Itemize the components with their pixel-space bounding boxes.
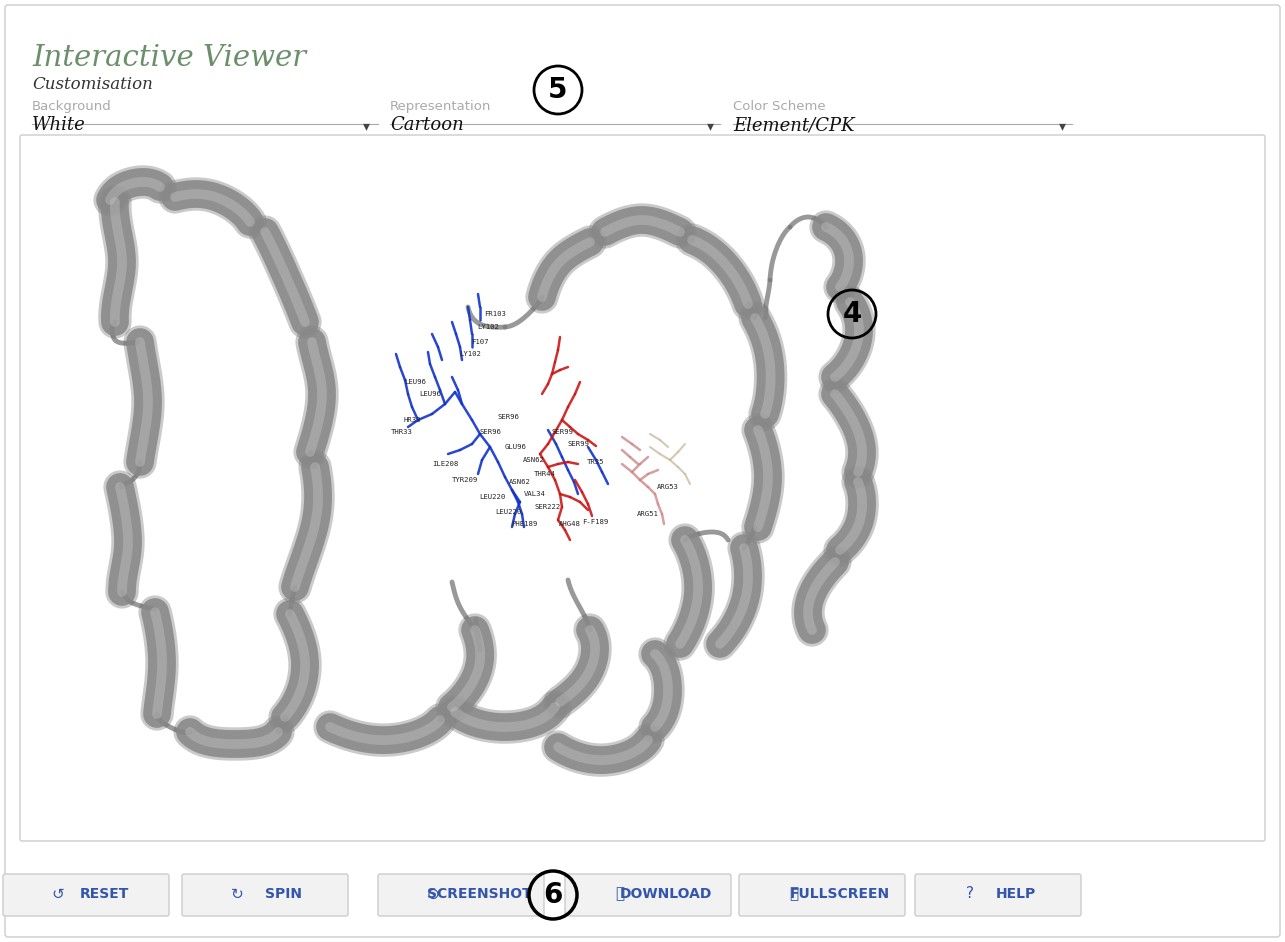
Text: SCREENSHOT: SCREENSHOT xyxy=(427,887,532,901)
Text: Cartoon: Cartoon xyxy=(391,116,464,134)
Text: ▾: ▾ xyxy=(707,119,713,133)
FancyBboxPatch shape xyxy=(739,874,905,916)
Text: FULLSCREEN: FULLSCREEN xyxy=(790,887,891,901)
Text: SER99: SER99 xyxy=(551,429,573,435)
Text: DOWNLOAD: DOWNLOAD xyxy=(619,887,712,901)
Text: SER99: SER99 xyxy=(567,441,589,447)
Text: RESET: RESET xyxy=(80,887,128,901)
FancyBboxPatch shape xyxy=(182,874,348,916)
Text: Interactive Viewer: Interactive Viewer xyxy=(32,44,306,72)
Text: LY102: LY102 xyxy=(477,324,499,330)
Text: PHE189: PHE189 xyxy=(511,521,537,527)
Text: ASN62: ASN62 xyxy=(523,457,545,463)
Text: F107: F107 xyxy=(472,339,488,345)
Text: Customisation: Customisation xyxy=(32,76,153,93)
Text: HELP: HELP xyxy=(996,887,1036,901)
FancyBboxPatch shape xyxy=(378,874,544,916)
Text: TYR209: TYR209 xyxy=(452,477,478,483)
Text: Color Scheme: Color Scheme xyxy=(732,100,826,113)
Text: ⤓: ⤓ xyxy=(616,886,625,901)
FancyBboxPatch shape xyxy=(5,5,1280,937)
Text: SPIN: SPIN xyxy=(265,887,302,901)
Text: VAL34: VAL34 xyxy=(524,491,546,497)
Text: ARG51: ARG51 xyxy=(637,511,659,517)
Text: FR103: FR103 xyxy=(484,311,506,317)
FancyBboxPatch shape xyxy=(3,874,170,916)
Text: ?: ? xyxy=(966,886,974,901)
Text: LEU220: LEU220 xyxy=(495,509,522,515)
Text: LEU96: LEU96 xyxy=(403,379,425,385)
Text: Representation: Representation xyxy=(391,100,491,113)
Text: THR33: THR33 xyxy=(391,429,412,435)
Text: 4: 4 xyxy=(842,300,862,328)
Text: 5: 5 xyxy=(549,76,568,104)
Text: ASN62: ASN62 xyxy=(509,479,531,485)
Text: ILE208: ILE208 xyxy=(432,461,459,467)
Text: ▾: ▾ xyxy=(1059,119,1065,133)
Text: ARG53: ARG53 xyxy=(657,484,678,490)
Text: ⊙: ⊙ xyxy=(427,886,439,901)
FancyBboxPatch shape xyxy=(915,874,1081,916)
Text: SER96: SER96 xyxy=(479,429,501,435)
Text: LY102: LY102 xyxy=(459,351,481,357)
Text: AHG48: AHG48 xyxy=(559,521,581,527)
Text: Background: Background xyxy=(32,100,112,113)
Text: ⛶: ⛶ xyxy=(789,886,798,901)
Text: 6: 6 xyxy=(544,881,563,909)
Text: Element/CPK: Element/CPK xyxy=(732,116,855,134)
Text: LEU220: LEU220 xyxy=(479,494,505,500)
Text: F-F189: F-F189 xyxy=(582,519,608,525)
FancyBboxPatch shape xyxy=(21,135,1264,841)
Text: SER222: SER222 xyxy=(535,504,562,510)
Text: LEU96: LEU96 xyxy=(419,391,441,397)
FancyBboxPatch shape xyxy=(565,874,731,916)
Text: GLU96: GLU96 xyxy=(505,444,527,450)
Text: TR35: TR35 xyxy=(587,459,605,465)
Text: THR44: THR44 xyxy=(535,471,556,477)
Text: ↻: ↻ xyxy=(230,886,243,901)
Text: ▾: ▾ xyxy=(362,119,370,133)
Text: SER96: SER96 xyxy=(497,414,519,420)
Text: White: White xyxy=(32,116,86,134)
Text: HR33: HR33 xyxy=(403,417,420,423)
Text: ↺: ↺ xyxy=(51,886,64,901)
